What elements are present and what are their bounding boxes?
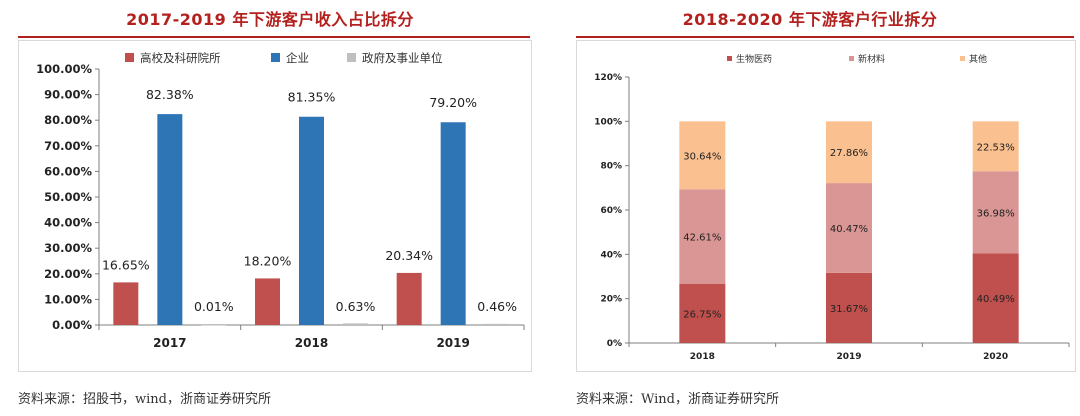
bar-0-0 <box>113 282 139 325</box>
data-label-0-2: 40.49% <box>977 294 1015 305</box>
y-tick-label-6: 120% <box>594 73 622 83</box>
x-tick-label-2: 2019 <box>436 336 469 350</box>
right-source-note: 资料来源：Wind，浙商证券研究所 <box>576 392 779 407</box>
data-label-2-1: 27.86% <box>830 148 868 159</box>
x-tick-label-2: 2020 <box>983 352 1008 362</box>
bar-2-2 <box>484 323 510 325</box>
stack-segment-0-1 <box>826 272 872 343</box>
data-label-2-1: 0.63% <box>336 299 376 314</box>
left-panel: 2017-2019 年下游客户收入占比拆分 高校及科研院所 企业 政府及事业单位 0.… <box>18 10 532 407</box>
data-label-2-2: 0.46% <box>477 299 517 314</box>
left-chart-svg: 高校及科研院所 企业 政府及事业单位 0.00% 10.00% 20.00% 30.00% 4… <box>36 51 525 350</box>
legend-label-1: 企业 <box>286 51 309 65</box>
legend-swatch-0 <box>125 53 134 62</box>
data-label-2-2: 22.53% <box>977 142 1015 153</box>
data-label-0-1: 31.67% <box>830 304 868 315</box>
legend-label-1: 新材料 <box>858 53 885 65</box>
legend-swatch-0 <box>727 56 732 61</box>
y-tick-label-4: 80% <box>600 162 622 172</box>
bar-2-1 <box>343 323 368 325</box>
stack-segment-2-1 <box>826 121 872 184</box>
left-chart-frame: 高校及科研院所 企业 政府及事业单位 0.00% 10.00% 20.00% 30.00% 4… <box>18 40 532 372</box>
stack-segment-2-0 <box>679 121 726 190</box>
data-label-0-0: 26.75% <box>683 309 721 320</box>
stack-segment-0-0 <box>679 283 726 343</box>
y-tick-label-3: 30.00% <box>44 241 92 255</box>
data-label-1-2: 36.98% <box>977 208 1015 219</box>
y-tick-label-0: 0.00% <box>52 318 92 332</box>
data-label-1-0: 82.38% <box>146 87 194 102</box>
bar-1-0 <box>157 114 183 325</box>
data-label-2-0: 0.01% <box>194 299 234 314</box>
y-tick-label-1: 20% <box>600 295 622 305</box>
left-chart-title: 2017-2019 年下游客户收入占比拆分 <box>126 10 414 29</box>
data-label-2-0: 30.64% <box>683 151 721 162</box>
legend-label-2: 政府及事业单位 <box>362 51 443 65</box>
y-tick-label-5: 50.00% <box>44 190 92 204</box>
data-label-1-0: 42.61% <box>683 232 721 243</box>
right-chart-svg: 生物医药 新材料 其他 0% 20% 40% 60% 80% 100% 120% 2018 26.75… <box>594 53 1070 362</box>
data-label-0-1: 18.20% <box>244 253 292 268</box>
y-tick-label-3: 60% <box>600 206 622 216</box>
stack-segment-2-2 <box>972 121 1019 172</box>
y-tick-label-4: 40.00% <box>44 216 92 230</box>
legend-label-0: 高校及科研院所 <box>140 51 221 65</box>
data-label-1-1: 40.47% <box>830 224 868 235</box>
y-tick-label-9: 90.00% <box>44 88 92 102</box>
legend-swatch-1 <box>849 56 854 61</box>
y-tick-label-6: 60.00% <box>44 164 92 178</box>
legend-swatch-1 <box>271 53 280 62</box>
data-label-0-0: 16.65% <box>102 257 150 272</box>
right-chart-frame: 生物医药 新材料 其他 0% 20% 40% 60% 80% 100% 120% 2018 26.75… <box>576 40 1076 372</box>
bar-0-1 <box>255 278 280 325</box>
stack-segment-1-2 <box>972 171 1019 254</box>
y-tick-label-1: 10.00% <box>44 292 92 306</box>
y-tick-label-2: 40% <box>600 250 622 260</box>
left-source-note: 资料来源：招股书，wind，浙商证券研究所 <box>18 392 271 407</box>
bar-1-1 <box>299 116 324 325</box>
y-tick-label-7: 70.00% <box>44 139 92 153</box>
y-tick-label-8: 80.00% <box>44 113 92 127</box>
right-chart-title: 2018-2020 年下游客户行业拆分 <box>682 10 938 29</box>
data-label-1-2: 79.20% <box>429 95 477 110</box>
y-tick-label-0: 0% <box>607 339 622 349</box>
legend-label-2: 其他 <box>969 53 987 65</box>
x-tick-label-0: 2018 <box>690 352 715 362</box>
y-tick-label-10: 100.00% <box>36 62 92 76</box>
stack-segment-1-1 <box>826 183 872 273</box>
right-title-divider <box>576 36 1074 38</box>
stack-segment-1-0 <box>679 189 726 284</box>
stack-segment-0-2 <box>972 253 1019 343</box>
y-tick-label-5: 100% <box>594 117 622 127</box>
legend-swatch-2 <box>960 56 965 61</box>
bar-1-2 <box>440 122 466 325</box>
left-title-divider <box>18 36 530 38</box>
legend-label-0: 生物医药 <box>736 53 772 65</box>
x-tick-label-1: 2018 <box>295 336 328 350</box>
data-label-0-2: 20.34% <box>385 248 433 263</box>
data-label-1-1: 81.35% <box>288 90 336 105</box>
legend-swatch-2 <box>347 53 356 62</box>
bar-0-2 <box>396 272 422 325</box>
bar-2-0 <box>201 324 227 326</box>
x-tick-label-0: 2017 <box>153 336 186 350</box>
y-tick-label-2: 20.00% <box>44 267 92 281</box>
right-panel: 2018-2020 年下游客户行业拆分 生物医药 新材料 其他 0% 20% 40% 60%… <box>540 0 1080 416</box>
x-tick-label-1: 2019 <box>836 352 861 362</box>
